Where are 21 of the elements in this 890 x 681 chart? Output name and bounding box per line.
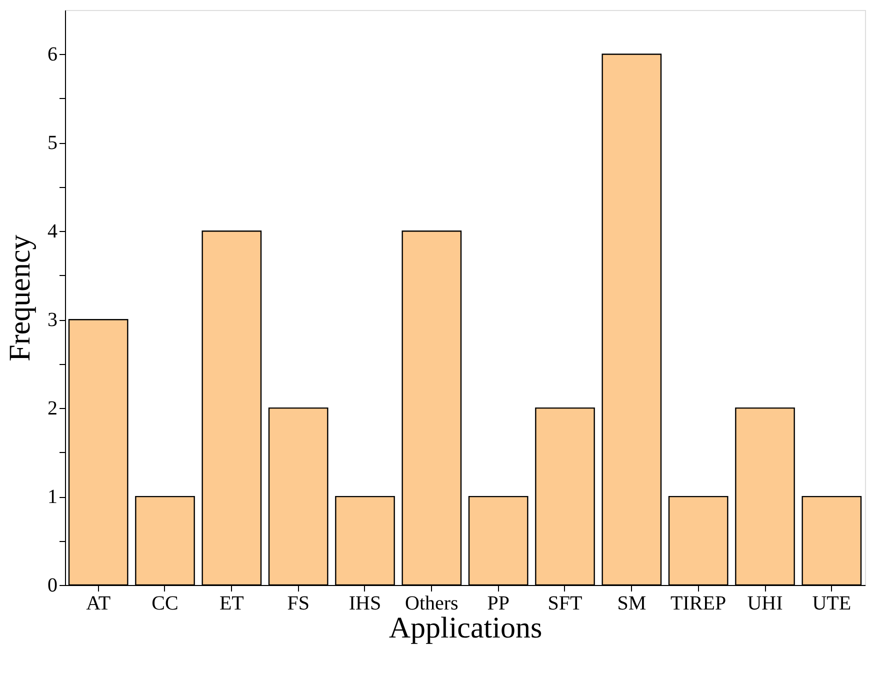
y-tick-label: 0 (48, 574, 58, 596)
y-tick-label: 3 (48, 309, 58, 332)
x-tick-label: CC (152, 592, 178, 614)
x-tick-label: ET (219, 592, 244, 614)
x-tick-label: PP (487, 592, 510, 614)
x-axis-title: Applications (388, 612, 542, 644)
x-tick-label: TIREP (670, 592, 726, 614)
y-tick-label: 1 (48, 486, 58, 508)
x-tick-label: FS (287, 592, 310, 614)
x-tick-label: SFT (548, 592, 582, 614)
y-tick-label: 6 (48, 44, 58, 66)
x-tick-label: UHI (747, 592, 783, 614)
y-tick-label: 5 (48, 132, 58, 154)
x-tick-label: AT (86, 592, 111, 614)
x-tick-label: SM (617, 592, 646, 614)
x-tick-label: IHS (348, 592, 382, 614)
x-tick-label: UTE (812, 592, 852, 614)
x-tick-label: Others (405, 592, 459, 614)
y-tick-label: 4 (48, 220, 58, 243)
y-axis-title: Frequency (4, 234, 36, 362)
y-tick-label: 2 (48, 398, 58, 420)
